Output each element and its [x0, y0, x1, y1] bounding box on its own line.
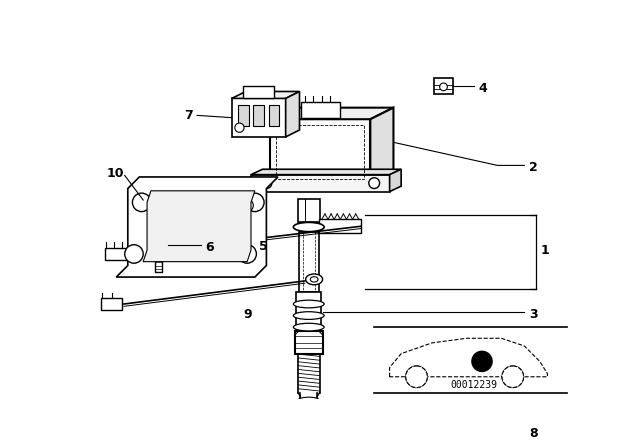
- Bar: [298, 199, 319, 222]
- Bar: [270, 119, 371, 189]
- Circle shape: [246, 193, 264, 211]
- Circle shape: [406, 366, 428, 388]
- Ellipse shape: [298, 406, 319, 413]
- Bar: [243, 86, 274, 99]
- Polygon shape: [251, 169, 401, 175]
- Circle shape: [125, 245, 143, 263]
- Circle shape: [440, 83, 447, 91]
- Circle shape: [235, 123, 244, 132]
- Circle shape: [241, 199, 253, 211]
- Circle shape: [471, 351, 493, 372]
- Circle shape: [502, 366, 524, 388]
- Bar: [299, 419, 319, 427]
- Polygon shape: [232, 91, 300, 99]
- Ellipse shape: [293, 222, 324, 232]
- Text: 2: 2: [529, 161, 538, 174]
- Circle shape: [132, 193, 151, 211]
- Bar: [232, 99, 285, 137]
- Text: 8: 8: [529, 427, 538, 440]
- Ellipse shape: [310, 277, 318, 282]
- Circle shape: [502, 366, 524, 388]
- Text: 3: 3: [529, 307, 538, 320]
- Bar: [269, 104, 280, 126]
- Bar: [101, 298, 122, 310]
- Polygon shape: [116, 177, 278, 277]
- Bar: [299, 232, 319, 293]
- Bar: [105, 248, 128, 260]
- Ellipse shape: [298, 397, 319, 403]
- Bar: [296, 293, 321, 331]
- Circle shape: [406, 366, 428, 388]
- Bar: [149, 241, 168, 258]
- Bar: [251, 175, 390, 192]
- Text: 10: 10: [106, 167, 124, 180]
- Ellipse shape: [306, 274, 323, 285]
- Circle shape: [369, 178, 380, 189]
- Bar: [276, 125, 364, 179]
- Text: 00012239: 00012239: [451, 380, 498, 390]
- Text: 1: 1: [541, 244, 549, 257]
- Polygon shape: [371, 108, 394, 189]
- Bar: [301, 102, 340, 118]
- Ellipse shape: [293, 312, 324, 319]
- Text: 9: 9: [243, 307, 252, 320]
- Polygon shape: [390, 169, 401, 192]
- Text: 5: 5: [259, 240, 268, 253]
- Ellipse shape: [293, 323, 324, 331]
- Text: 6: 6: [205, 241, 214, 254]
- Bar: [319, 220, 361, 233]
- Text: 7: 7: [184, 109, 193, 122]
- Bar: [435, 78, 452, 94]
- Bar: [155, 258, 163, 271]
- Bar: [253, 104, 264, 126]
- Polygon shape: [143, 191, 255, 262]
- Polygon shape: [390, 338, 547, 377]
- Ellipse shape: [298, 416, 319, 422]
- Ellipse shape: [293, 300, 324, 308]
- Polygon shape: [285, 91, 300, 137]
- Bar: [295, 331, 323, 354]
- Circle shape: [238, 245, 257, 263]
- Polygon shape: [270, 108, 394, 119]
- Bar: [238, 104, 249, 126]
- Circle shape: [261, 178, 272, 189]
- Text: 4: 4: [479, 82, 488, 95]
